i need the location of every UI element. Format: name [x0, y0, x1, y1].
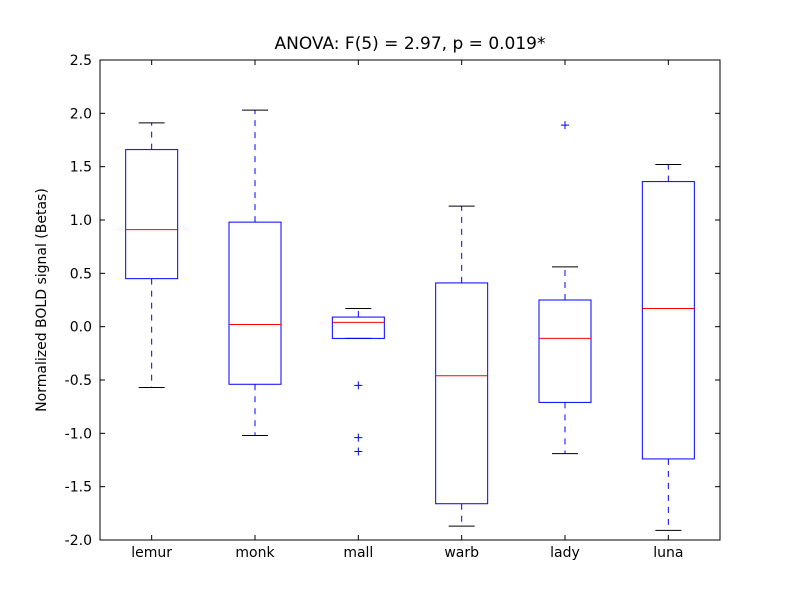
x-tick-label: lady — [550, 545, 580, 561]
box — [331, 316, 385, 339]
y-tick-label: -1.0 — [65, 426, 92, 442]
box-warb: warb — [435, 60, 489, 561]
box — [228, 221, 282, 385]
y-axis-label: Normalized BOLD signal (Betas) — [34, 188, 50, 412]
y-tick-label: 0.5 — [70, 266, 92, 282]
x-tick-label: mall — [343, 545, 373, 561]
x-tick-label: luna — [653, 545, 683, 561]
y-tick-label: 2.5 — [70, 53, 92, 69]
flier-point — [354, 381, 363, 390]
y-tick-label: -1.5 — [65, 480, 92, 496]
box-luna: luna — [641, 60, 695, 561]
y-tick-label: 1.5 — [70, 160, 92, 176]
flier-point — [561, 121, 569, 130]
flier-point — [354, 447, 363, 456]
box — [125, 149, 179, 280]
x-tick-label: warb — [444, 545, 479, 561]
y-tick-label: 0.0 — [70, 320, 92, 336]
y-tick-label: -0.5 — [65, 373, 92, 389]
chart-title: ANOVA: F(5) = 2.97, p = 0.019* — [274, 34, 545, 54]
box — [435, 282, 489, 505]
x-tick-label: monk — [235, 545, 275, 561]
y-tick-label: -2.0 — [65, 533, 92, 549]
box-mall: mall — [331, 60, 385, 561]
box-lady: lady — [538, 60, 592, 561]
box — [641, 181, 695, 460]
box — [538, 299, 592, 403]
x-tick-label: lemur — [131, 545, 172, 561]
plot-frame — [99, 59, 721, 541]
flier-point — [354, 433, 363, 442]
box-monk: monk — [228, 60, 282, 561]
box-lemur: lemur — [125, 60, 179, 561]
y-tick-label: 1.0 — [70, 213, 92, 229]
y-tick-label: 2.0 — [70, 106, 92, 122]
